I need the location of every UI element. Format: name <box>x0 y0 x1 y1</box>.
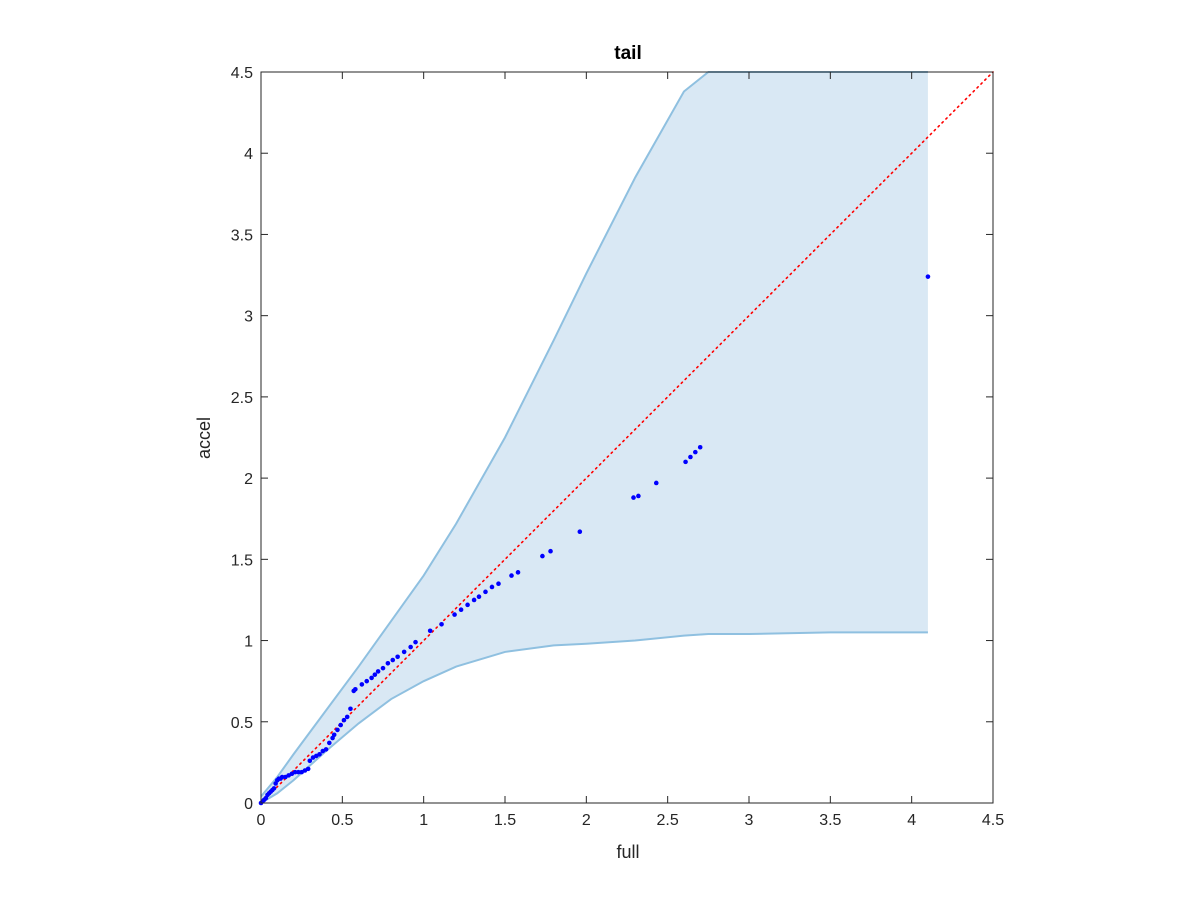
data-point <box>323 747 329 752</box>
data-point <box>338 722 344 728</box>
data-point <box>577 529 583 535</box>
data-point <box>697 444 703 450</box>
x-tick-label: 1 <box>419 812 428 829</box>
x-tick-label: 0 <box>257 812 266 829</box>
y-tick-label: 3 <box>244 309 253 326</box>
data-point <box>335 727 340 733</box>
data-point <box>688 454 693 460</box>
data-point <box>331 732 337 738</box>
data-point <box>452 612 457 617</box>
data-point <box>305 766 311 772</box>
axis-ticks: 0 0.5 1 1.5 2 2.5 3 3.5 4 4.5 0 0.5 1 1.5 2 2.5 3 3.5 4 4.5 <box>231 65 1004 829</box>
x-tick-label: 4.5 <box>982 812 1004 829</box>
data-point <box>279 774 285 780</box>
x-tick-label: 0.5 <box>331 812 353 829</box>
reference-line <box>260 71 994 804</box>
data-point <box>380 665 386 671</box>
data-point <box>271 786 277 791</box>
data-point <box>471 597 477 603</box>
axes-box <box>260 71 994 804</box>
data-point <box>408 644 413 650</box>
data-point <box>317 751 322 757</box>
data-point <box>375 669 381 674</box>
y-tick-label: 0 <box>244 796 253 813</box>
data-point <box>390 657 396 663</box>
y-tick-label: 4.5 <box>231 65 253 82</box>
x-tick-label: 3 <box>745 812 754 829</box>
data-point <box>341 717 347 723</box>
data-point <box>540 553 545 559</box>
data-point <box>653 480 659 486</box>
x-tick-label: 3.5 <box>819 812 841 829</box>
data-point <box>509 573 514 578</box>
y-tick-label: 3.5 <box>231 227 253 244</box>
y-tick-label: 1.5 <box>231 552 253 569</box>
y-tick-label: 2 <box>244 471 253 488</box>
data-point <box>364 678 370 684</box>
data-point <box>548 548 553 554</box>
plot-area <box>258 71 994 806</box>
data-point <box>296 769 301 775</box>
data-point <box>401 649 407 655</box>
data-point <box>496 581 501 586</box>
data-point <box>292 769 298 775</box>
x-tick-label: 1.5 <box>494 812 516 829</box>
data-point <box>489 584 495 590</box>
data-point <box>483 589 488 595</box>
data-point <box>369 675 374 681</box>
y-tick-label: 1 <box>244 634 253 651</box>
data-point <box>636 493 641 499</box>
data-point <box>515 570 521 575</box>
data-point <box>693 449 698 455</box>
data-point <box>413 639 418 645</box>
chart-title: tail <box>614 43 641 64</box>
data-point <box>439 622 444 627</box>
y-axis-label: accel <box>194 417 214 459</box>
data-point <box>353 686 358 692</box>
data-point <box>395 654 400 660</box>
data-point <box>925 274 931 279</box>
confidence-band-lower-line <box>260 631 928 804</box>
x-axis-label: full <box>616 842 639 862</box>
x-tick-label: 2 <box>582 812 591 829</box>
data-point <box>359 682 365 687</box>
confidence-band-fill <box>261 72 928 803</box>
data-point <box>327 740 332 746</box>
data-point <box>476 594 482 599</box>
y-tick-label: 0.5 <box>231 715 253 732</box>
data-point <box>307 758 313 764</box>
data-point <box>465 602 470 608</box>
data-point <box>344 714 350 720</box>
data-point <box>348 706 353 712</box>
data-point <box>385 660 391 666</box>
x-tick-label: 2.5 <box>657 812 679 829</box>
data-point <box>372 672 378 677</box>
y-tick-label: 2.5 <box>231 390 253 407</box>
data-point <box>458 607 464 612</box>
data-point <box>631 495 636 500</box>
y-tick-label: 4 <box>244 146 253 163</box>
data-point <box>683 459 688 465</box>
x-tick-label: 4 <box>907 812 916 829</box>
data-point <box>427 628 433 634</box>
